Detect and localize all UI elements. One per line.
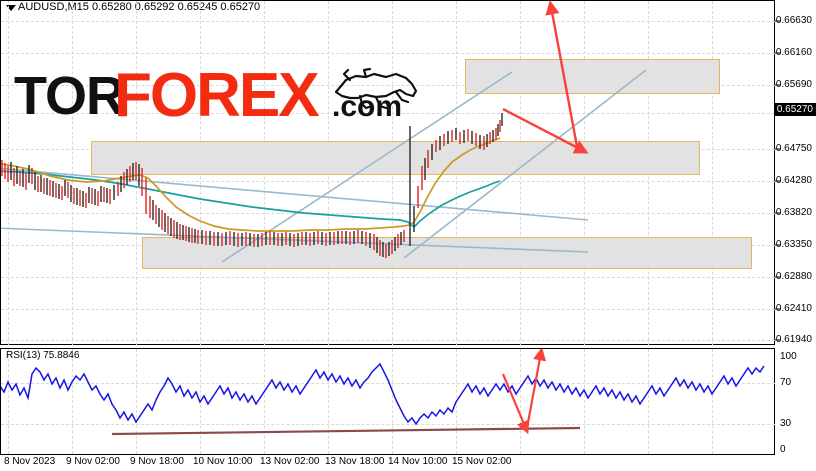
time-axis-label: 8 Nov 2023 <box>4 456 56 467</box>
triangle-down-icon[interactable] <box>6 5 16 11</box>
gridline-horizontal <box>1 113 775 114</box>
current-price-tag: 0.65270 <box>773 103 816 116</box>
price-axis-label: 0.63350 <box>775 239 812 250</box>
gridline-vertical <box>392 349 393 454</box>
gridline-vertical <box>520 349 521 454</box>
rsi-level-30-gridline <box>1 424 775 425</box>
price-axis-label: 0.66160 <box>775 47 812 58</box>
price-axis-label: 0.64280 <box>775 175 812 186</box>
price-chart-panel[interactable] <box>0 0 775 345</box>
rsi-axis-label: 70 <box>780 377 792 388</box>
gridline-vertical <box>712 349 713 454</box>
rsi-title-label: RSI(13) 75.8846 <box>6 350 80 361</box>
gridline-vertical <box>328 349 329 454</box>
time-axis-label: 13 Nov 18:00 <box>325 456 385 467</box>
time-axis-label: 9 Nov 18:00 <box>130 456 184 467</box>
time-axis-label: 9 Nov 02:00 <box>66 456 120 467</box>
gridline-horizontal <box>1 21 775 22</box>
gridline-horizontal <box>1 277 775 278</box>
gridline-horizontal <box>1 309 775 310</box>
time-axis-label: 10 Nov 10:00 <box>193 456 253 467</box>
time-axis-label: 14 Nov 10:00 <box>388 456 448 467</box>
symbol-header-bar: AUDUSD,M15 0.65280 0.65292 0.65245 0.652… <box>0 0 816 16</box>
rsi-axis-label: 100 <box>780 351 797 362</box>
rsi-axis-label: 30 <box>780 418 792 429</box>
gridline-vertical <box>8 349 9 454</box>
symbol-ohlc-label: AUDUSD,M15 0.65280 0.65292 0.65245 0.652… <box>18 1 261 13</box>
price-axis-label: 0.65690 <box>775 79 812 90</box>
rsi-indicator-panel[interactable] <box>0 348 775 455</box>
price-axis-label: 0.62880 <box>775 271 812 282</box>
gridline-vertical <box>72 349 73 454</box>
gridline-vertical <box>712 1 713 345</box>
price-axis-label: 0.63820 <box>775 207 812 218</box>
gridline-vertical <box>264 349 265 454</box>
rsi-axis-label: 0 <box>780 444 786 455</box>
gridline-vertical <box>8 1 9 345</box>
price-axis-label: 0.62410 <box>775 303 812 314</box>
middle-target-zone[interactable] <box>91 141 700 175</box>
rsi-level-70-gridline <box>1 383 775 384</box>
price-axis-label: 0.64750 <box>775 143 812 154</box>
gridline-horizontal <box>1 340 775 341</box>
time-axis-label: 15 Nov 02:00 <box>452 456 512 467</box>
time-axis-label: 13 Nov 02:00 <box>260 456 320 467</box>
gridline-vertical <box>72 1 73 345</box>
upper-resistance-zone[interactable] <box>465 59 720 94</box>
gridline-vertical <box>456 349 457 454</box>
gridline-vertical <box>648 349 649 454</box>
gridline-horizontal <box>1 53 775 54</box>
gridline-vertical <box>584 349 585 454</box>
price-axis-label: 0.61940 <box>775 334 812 345</box>
price-axis-label: 0.66630 <box>775 15 812 26</box>
gridline-horizontal <box>1 181 775 182</box>
gridline-vertical <box>136 349 137 454</box>
lower-support-zone[interactable] <box>142 237 752 269</box>
gridline-horizontal <box>1 213 775 214</box>
gridline-vertical <box>200 349 201 454</box>
